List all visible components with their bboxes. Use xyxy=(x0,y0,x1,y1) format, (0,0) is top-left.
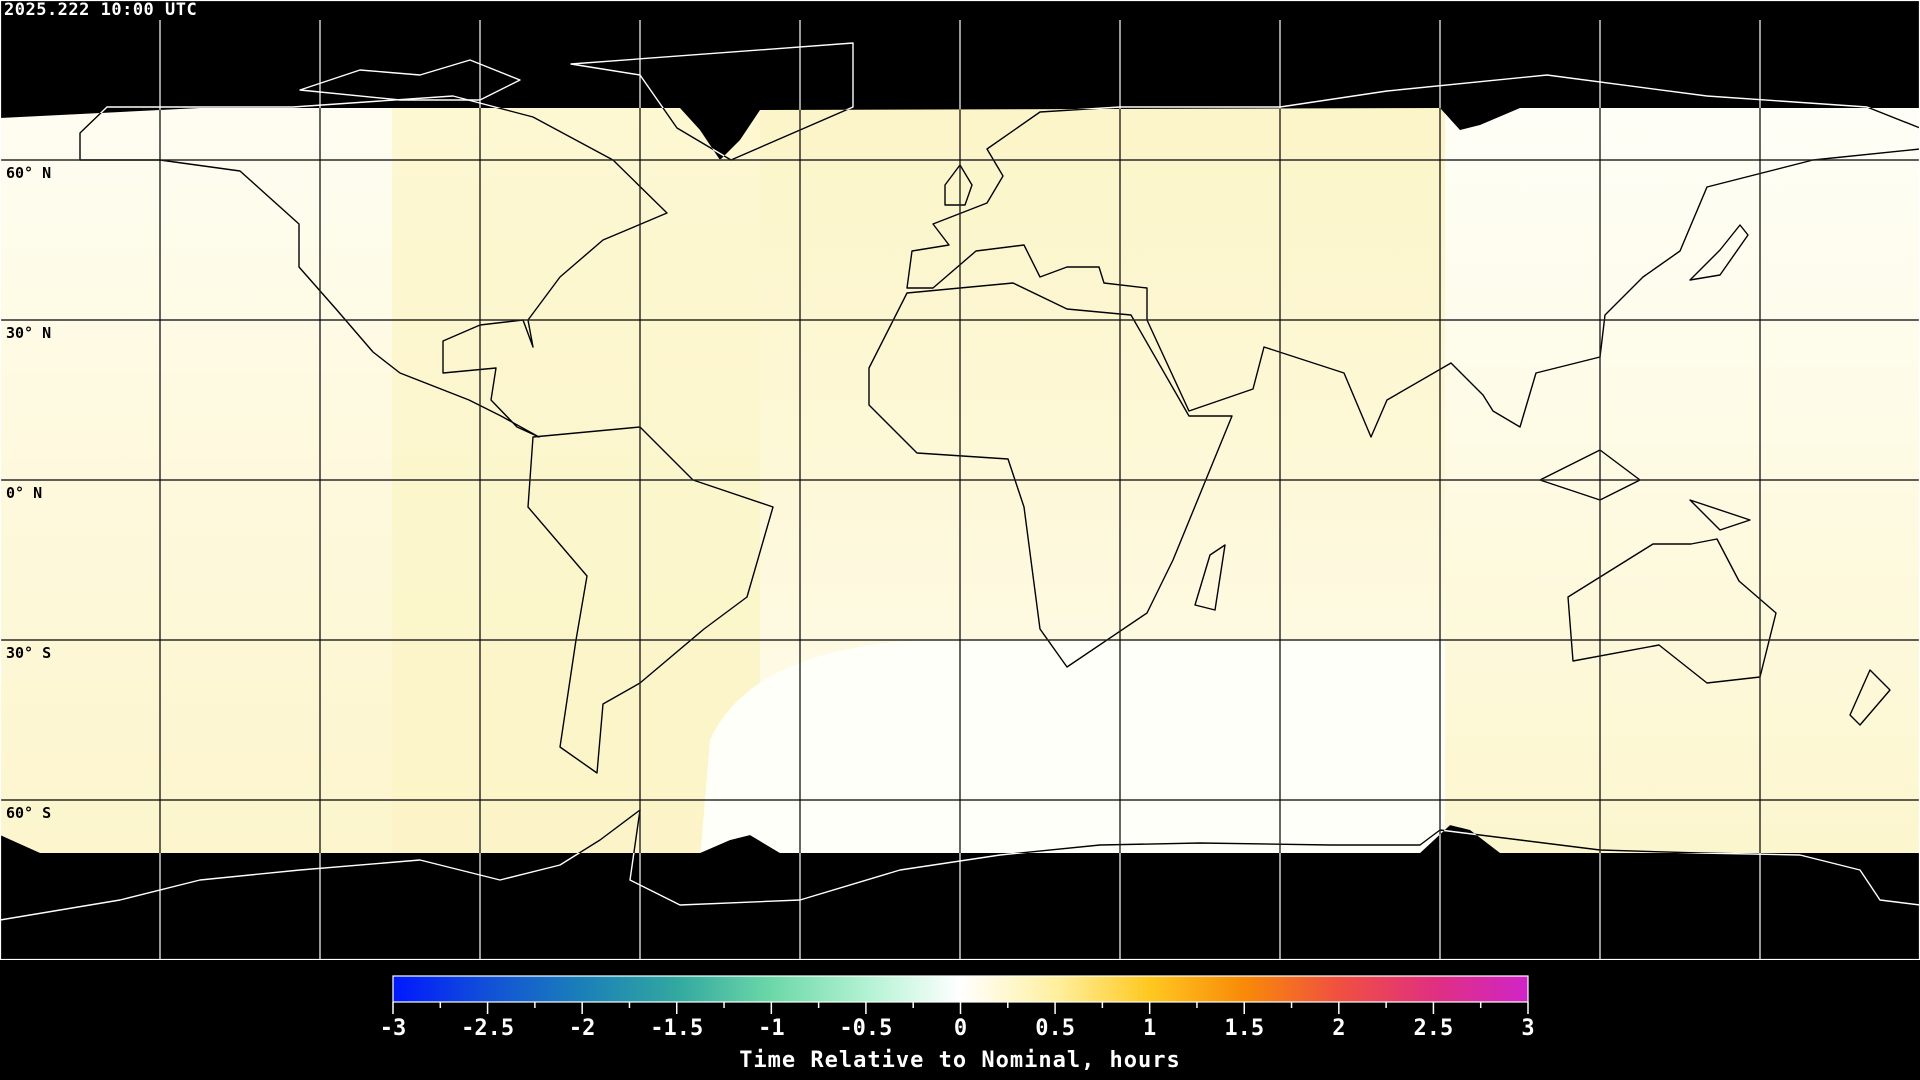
latitude-label: 60° S xyxy=(6,804,52,822)
graticule xyxy=(0,0,1920,960)
timestamp: 2025.222 10:00 UTC xyxy=(4,0,198,20)
colorbar-tick-label: 1 xyxy=(1143,1016,1156,1041)
colorbar-tick-label: -3 xyxy=(380,1016,407,1041)
colorbar: -3 -2.5 -2 -1.5 -1 -0.5 0 0.5 1 1.5 2 2.5 3 xyxy=(380,975,1535,1041)
colorbar-tick-label: -2 xyxy=(569,1016,596,1041)
colorbar-tick-label: -2.5 xyxy=(461,1016,514,1041)
colorbar-tick-label: -1 xyxy=(758,1016,785,1041)
colorbar-gradient xyxy=(392,975,1529,1003)
colorbar-tick-label: -0.5 xyxy=(839,1016,892,1041)
colorbar-tick-label: 0.5 xyxy=(1035,1016,1075,1041)
latitude-label: 30° N xyxy=(6,324,52,342)
latitude-label: 60° N xyxy=(6,164,52,182)
colorbar-tick-label: -1.5 xyxy=(650,1016,703,1041)
latitude-label: 30° S xyxy=(6,644,52,662)
colorbar-tick-label: 2.5 xyxy=(1414,1016,1454,1041)
world-map xyxy=(0,0,1920,960)
colorbar-tick-label: 2 xyxy=(1332,1016,1345,1041)
colorbar-title: Time Relative to Nominal, hours xyxy=(739,1048,1181,1073)
latitude-label: 0° N xyxy=(6,484,43,502)
colorbar-tick-label: 1.5 xyxy=(1224,1016,1264,1041)
colorbar-tick-label: 0 xyxy=(954,1016,967,1041)
colorbar-tick-label: 3 xyxy=(1521,1016,1534,1041)
